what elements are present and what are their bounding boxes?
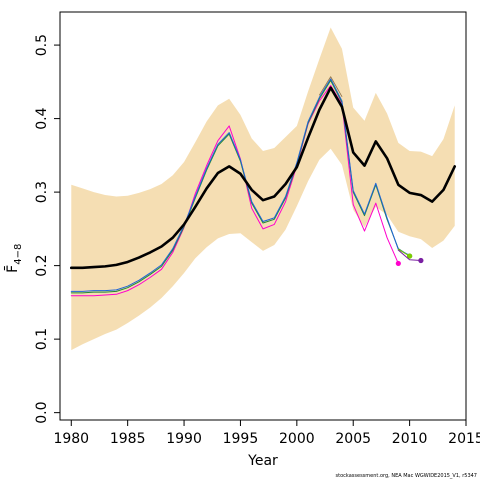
y-axis-title-main: F̄: [3, 265, 21, 273]
y-axis-title: F̄4−8: [3, 244, 24, 273]
footer-credit: stockassessment.org, NEA Mac WGWIDE2015_…: [336, 473, 477, 479]
x-tick-label: 1990: [166, 431, 202, 447]
series-end-point-1: [395, 260, 401, 267]
y-tick-label: 0.1: [34, 328, 50, 350]
x-axis: 1980 1985 1990 1995 2000 2005 2010 2015: [53, 420, 480, 447]
y-tick-label: 0.0: [34, 402, 50, 424]
x-tick-label: 2010: [392, 431, 428, 447]
confidence-band: [71, 27, 455, 351]
series-line-3: [70, 78, 411, 292]
series-line-5: [397, 249, 422, 261]
uncertainty-band-layer: [71, 27, 455, 351]
y-axis: 0.0 0.1 0.2 0.3 0.4 0.5: [34, 34, 60, 424]
series-line-6: [318, 76, 343, 97]
x-tick-label: 1995: [223, 431, 259, 447]
x-tick-label: 1985: [110, 431, 146, 447]
y-tick-label: 0.2: [34, 254, 50, 276]
x-tick-label: 2000: [279, 431, 315, 447]
x-tick-label: 2015: [448, 431, 480, 447]
series-line-0: [69, 86, 457, 270]
axes-layer: 1980 1985 1990 1995 2000 2005 2010 2015 0.00.10…: [34, 11, 480, 447]
svg-text:F̄4−8: F̄4−8: [3, 244, 24, 273]
series-end-point-5: [418, 257, 424, 264]
x-tick-label: 2005: [335, 431, 371, 447]
x-tick-label: 1980: [53, 431, 89, 447]
series-end-point-4: [407, 253, 413, 259]
x-axis-title: Year: [247, 453, 278, 469]
plot-frame: [59, 11, 467, 421]
y-tick-label: 0.3: [34, 181, 50, 203]
y-tick-label: 0.4: [34, 107, 50, 129]
y-tick-label: 0.5: [34, 34, 50, 56]
y-axis-title-subscript: 4−8: [13, 244, 24, 265]
series-layer: [69, 76, 457, 297]
